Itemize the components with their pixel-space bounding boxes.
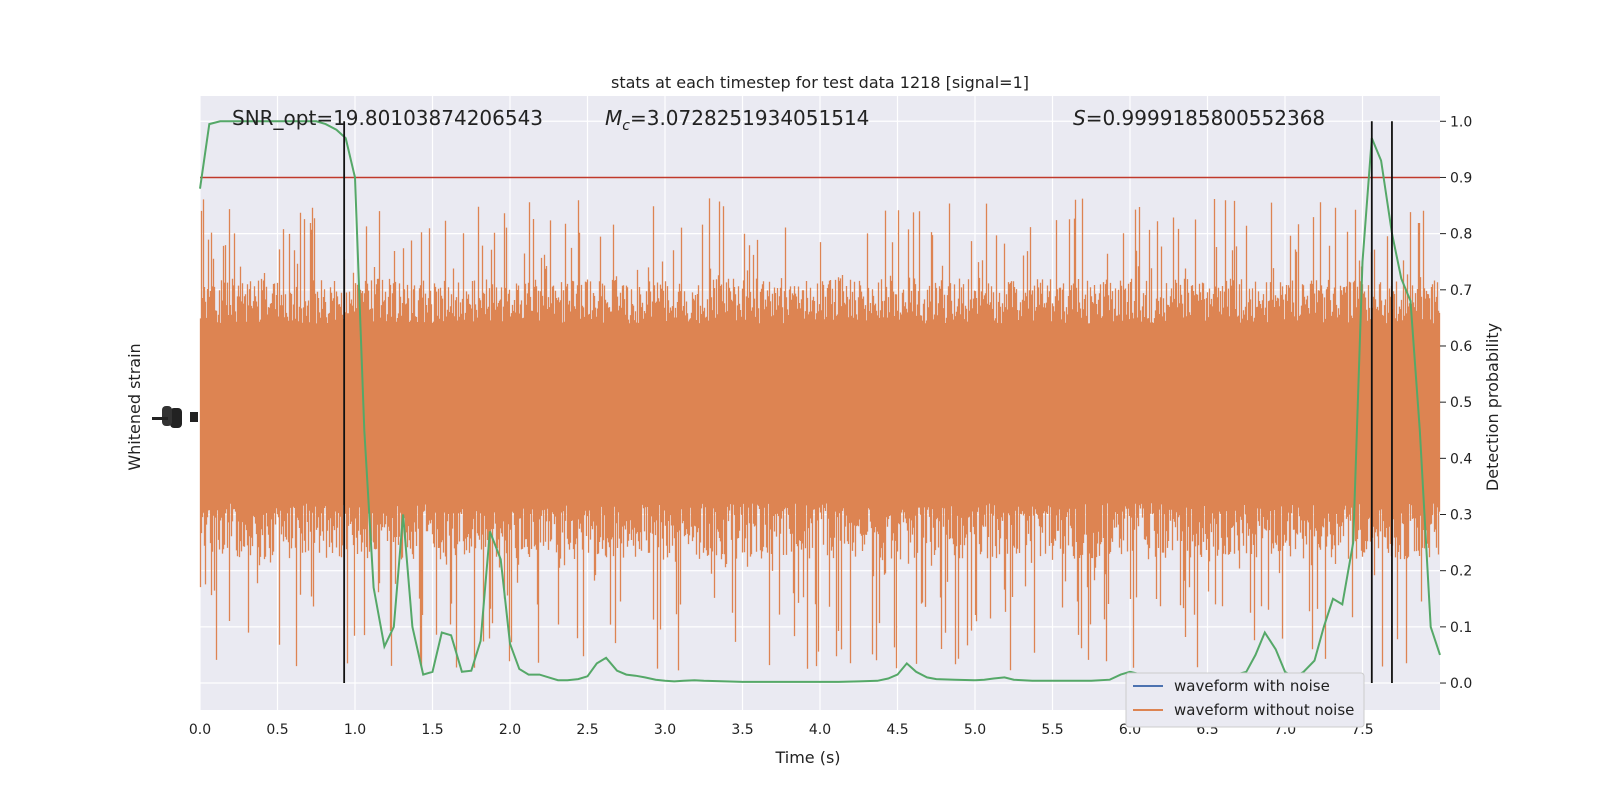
x-tick-label: 2.5 xyxy=(576,722,598,738)
y-axis-label-right: Detection probability xyxy=(1483,323,1502,491)
strain-series-without-noise xyxy=(199,198,1441,671)
x-tick-label: 0.0 xyxy=(189,722,211,738)
left-axis-tick-cluster xyxy=(152,406,198,428)
x-tick-label: 2.0 xyxy=(499,722,521,738)
x-tick-label: 1.5 xyxy=(421,722,443,738)
x-tick-label: 1.0 xyxy=(344,722,366,738)
y-tick-label: 0.5 xyxy=(1450,395,1472,411)
y-tick-label: 0.6 xyxy=(1450,339,1472,355)
x-tick-label: 4.5 xyxy=(886,722,908,738)
x-tick-label: 3.5 xyxy=(731,722,753,738)
x-axis-label: Time (s) xyxy=(774,748,840,767)
x-tick-label: 5.0 xyxy=(964,722,986,738)
strain-waveform-path xyxy=(199,198,1441,671)
detection-probability-line xyxy=(199,120,1441,683)
legend-label-without-noise: waveform without noise xyxy=(1174,701,1354,719)
y-tick-label: 0.2 xyxy=(1450,564,1472,580)
score-annotation: S=0.9999185800552368 xyxy=(1073,106,1325,130)
y-tick-label: 0.9 xyxy=(1450,170,1472,186)
y-axis-label-left: Whitened strain xyxy=(125,343,144,470)
legend-label-with-noise: waveform with noise xyxy=(1174,677,1330,695)
y-tick-label: 0.0 xyxy=(1450,676,1472,692)
x-tick-label: 5.5 xyxy=(1041,722,1063,738)
y-tick-label: 0.3 xyxy=(1450,508,1472,524)
y-tick-label: 0.8 xyxy=(1450,227,1472,243)
x-tick-label: 0.5 xyxy=(266,722,288,738)
y-tick-label: 0.7 xyxy=(1450,283,1472,299)
chirp-mass-annotation: Mc=3.0728251934051514 xyxy=(605,106,869,134)
x-tick-label: 3.0 xyxy=(654,722,676,738)
y-tick-label: 0.4 xyxy=(1450,451,1472,467)
chart-title: stats at each timestep for test data 121… xyxy=(611,73,1029,92)
legend: waveform with noise waveform without noi… xyxy=(1125,672,1365,728)
x-tick-label: 4.0 xyxy=(809,722,831,738)
y-tick-label: 0.1 xyxy=(1450,620,1472,636)
snr-annotation: SNR_opt=19.80103874206543 xyxy=(232,106,543,130)
vertical-markers xyxy=(343,121,1393,684)
y-tick-label: 1.0 xyxy=(1450,114,1472,130)
y-right-tick-labels: 0.0 0.1 0.2 0.3 0.4 0.5 0.6 0.7 0.8 0.9 1.0 xyxy=(1440,114,1472,692)
